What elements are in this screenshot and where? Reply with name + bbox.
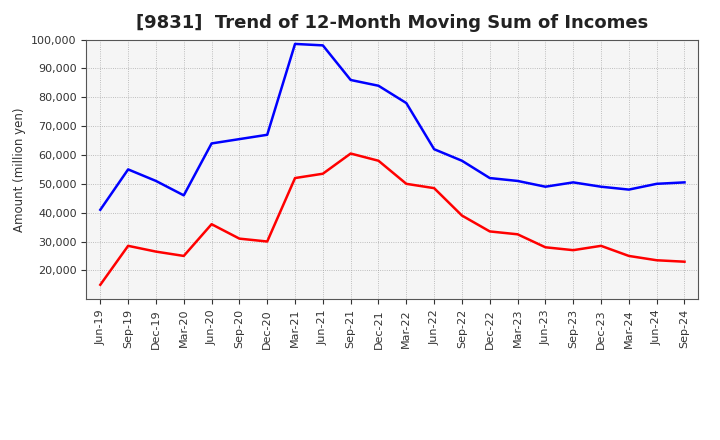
Ordinary Income [263,132,271,137]
Net Income [263,239,271,244]
Ordinary Income [652,181,661,187]
Line: Net Income: Net Income [100,154,685,285]
Ordinary Income [680,180,689,185]
Ordinary Income [541,184,550,189]
Net Income [124,243,132,249]
Ordinary Income [179,193,188,198]
Ordinary Income [207,141,216,146]
Net Income [402,181,410,187]
Net Income [374,158,383,163]
Ordinary Income [458,158,467,163]
Net Income [235,236,243,241]
Net Income [291,176,300,181]
Ordinary Income [235,136,243,142]
Net Income [179,253,188,259]
Title: [9831]  Trend of 12-Month Moving Sum of Incomes: [9831] Trend of 12-Month Moving Sum of I… [136,15,649,33]
Net Income [680,259,689,264]
Ordinary Income [597,184,606,189]
Ordinary Income [346,77,355,83]
Net Income [624,253,633,259]
Ordinary Income [513,178,522,183]
Net Income [541,245,550,250]
Net Income [207,222,216,227]
Net Income [485,229,494,234]
Net Income [346,151,355,156]
Net Income [152,249,161,254]
Ordinary Income [318,43,327,48]
Net Income [597,243,606,249]
Ordinary Income [624,187,633,192]
Net Income [513,231,522,237]
Net Income [96,282,104,287]
Net Income [458,213,467,218]
Ordinary Income [485,176,494,181]
Ordinary Income [96,207,104,213]
Ordinary Income [124,167,132,172]
Net Income [430,186,438,191]
Y-axis label: Amount (million yen): Amount (million yen) [13,107,26,231]
Net Income [569,248,577,253]
Line: Ordinary Income: Ordinary Income [100,44,685,210]
Ordinary Income [291,41,300,47]
Ordinary Income [374,83,383,88]
Net Income [652,258,661,263]
Ordinary Income [430,147,438,152]
Ordinary Income [152,178,161,183]
Net Income [318,171,327,176]
Ordinary Income [569,180,577,185]
Ordinary Income [402,100,410,106]
